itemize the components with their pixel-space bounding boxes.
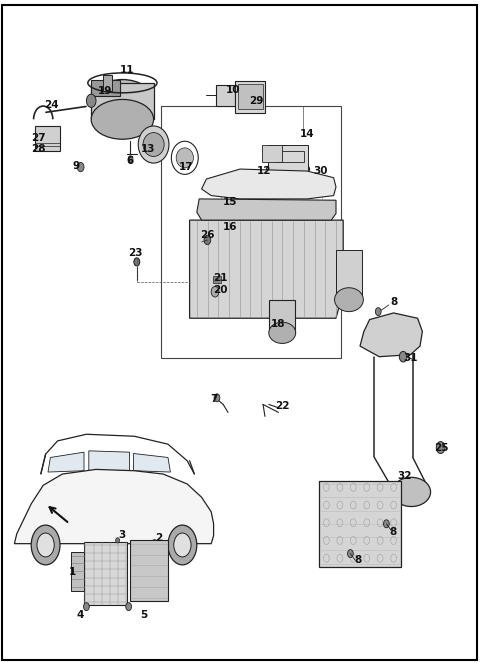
Circle shape (31, 525, 60, 565)
Circle shape (214, 394, 220, 402)
Ellipse shape (392, 477, 431, 507)
Polygon shape (14, 469, 214, 544)
Text: 27: 27 (31, 133, 46, 143)
Ellipse shape (176, 148, 193, 168)
Bar (319, 481, 401, 567)
Ellipse shape (91, 80, 154, 122)
Circle shape (126, 603, 132, 611)
Ellipse shape (269, 322, 296, 343)
Bar (262, 145, 282, 162)
Text: 23: 23 (128, 248, 143, 259)
Text: 19: 19 (97, 86, 112, 97)
Text: 12: 12 (257, 166, 272, 176)
Text: 25: 25 (434, 442, 449, 453)
Text: 3: 3 (118, 530, 125, 540)
Polygon shape (48, 452, 84, 472)
Bar (336, 250, 362, 300)
Text: 9: 9 (72, 160, 79, 171)
Text: 26: 26 (200, 230, 215, 241)
Circle shape (348, 550, 353, 558)
Text: 10: 10 (226, 84, 240, 95)
Circle shape (211, 286, 219, 297)
Text: 18: 18 (271, 318, 286, 329)
Polygon shape (190, 220, 343, 318)
Text: 1: 1 (68, 566, 76, 577)
Bar (235, 81, 265, 113)
Text: 2: 2 (155, 533, 162, 544)
Bar (35, 126, 60, 151)
Bar (238, 84, 263, 109)
Ellipse shape (143, 133, 164, 156)
Text: 31: 31 (403, 353, 418, 363)
Text: 30: 30 (313, 166, 328, 176)
Text: 32: 32 (397, 471, 411, 481)
Text: 24: 24 (45, 99, 59, 110)
Bar (161, 106, 341, 358)
Text: 8: 8 (389, 526, 396, 537)
Polygon shape (133, 453, 170, 472)
Circle shape (84, 603, 89, 611)
Circle shape (37, 533, 54, 557)
Circle shape (168, 525, 197, 565)
Bar (103, 75, 112, 91)
Text: 20: 20 (214, 285, 228, 296)
Bar (91, 83, 154, 119)
Bar (268, 145, 308, 171)
Polygon shape (89, 451, 130, 471)
Polygon shape (197, 199, 336, 220)
Bar (130, 540, 168, 601)
Text: 13: 13 (141, 144, 155, 154)
Circle shape (384, 520, 389, 528)
Circle shape (77, 162, 84, 172)
Text: 8: 8 (390, 296, 397, 307)
Bar (71, 552, 84, 591)
Text: 15: 15 (223, 197, 238, 208)
Bar (213, 276, 221, 283)
Ellipse shape (91, 99, 154, 139)
Polygon shape (202, 169, 336, 199)
Text: 4: 4 (77, 610, 84, 621)
Bar (276, 151, 304, 162)
Text: 29: 29 (250, 95, 264, 106)
Circle shape (204, 235, 211, 245)
Text: 7: 7 (210, 394, 217, 404)
Bar (216, 85, 235, 106)
Circle shape (375, 308, 381, 316)
Text: 17: 17 (179, 162, 193, 172)
Text: 16: 16 (223, 221, 238, 232)
Ellipse shape (335, 288, 363, 312)
Text: 11: 11 (120, 64, 134, 75)
Circle shape (134, 258, 140, 266)
Bar (269, 300, 295, 333)
Text: 22: 22 (275, 400, 289, 411)
Text: 28: 28 (31, 144, 46, 154)
Circle shape (174, 533, 191, 557)
Text: 8: 8 (354, 555, 361, 566)
Ellipse shape (138, 126, 169, 163)
Circle shape (399, 351, 407, 362)
Text: 6: 6 (126, 156, 133, 166)
Circle shape (151, 540, 158, 550)
Circle shape (128, 156, 133, 162)
Circle shape (86, 94, 96, 107)
Text: 21: 21 (214, 273, 228, 284)
Text: 14: 14 (300, 129, 314, 139)
Circle shape (436, 442, 445, 453)
Polygon shape (360, 313, 422, 357)
Ellipse shape (266, 161, 310, 177)
Text: 5: 5 (140, 610, 148, 621)
Circle shape (116, 538, 120, 543)
Bar (84, 542, 127, 605)
Bar (91, 80, 120, 96)
